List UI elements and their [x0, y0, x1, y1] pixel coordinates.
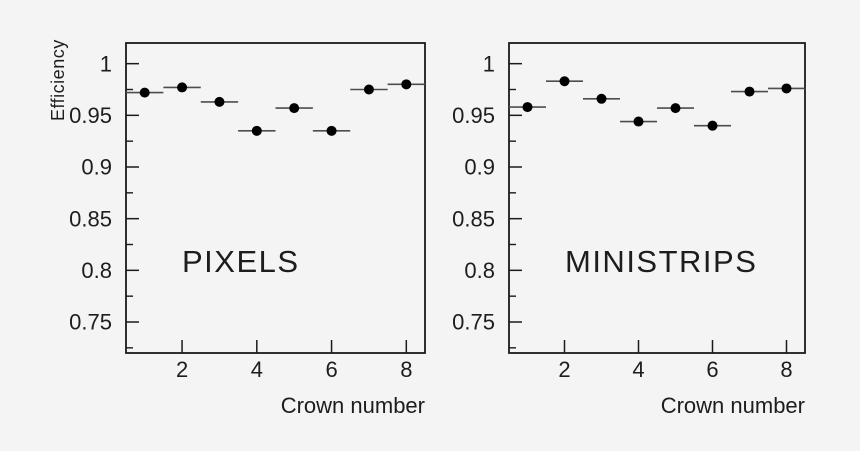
data-point	[289, 103, 300, 114]
x-axis-tick-label: 2	[176, 357, 188, 382]
x-axis-tick-label: 4	[632, 357, 644, 382]
y-axis-tick-label: 0.95	[69, 103, 112, 128]
data-point	[139, 87, 150, 98]
data-point	[744, 86, 755, 97]
y-axis-tick-label: 0.85	[452, 206, 495, 231]
data-point	[363, 84, 374, 95]
y-axis-tick-label: 0.8	[464, 258, 495, 283]
data-point	[596, 93, 607, 104]
x-axis-title: Crown number	[281, 393, 425, 418]
y-axis-tick-label: 0.8	[81, 258, 112, 283]
data-point	[401, 79, 412, 90]
x-axis-tick-label: 4	[251, 357, 263, 382]
y-axis-title: Efficiency	[48, 39, 68, 121]
y-axis-tick-label: 0.9	[81, 155, 112, 180]
y-axis-tick-label: 0.9	[464, 155, 495, 180]
plot-title-label: MINISTRIPS	[565, 244, 757, 279]
plot-pixels: 1 0.95 0.9 0.85 0.8 0.75 2 4 6 8 PIXELS Crown numbe…	[48, 39, 426, 418]
data-point	[670, 103, 681, 114]
y-axis-tick-label: 0.75	[452, 310, 495, 335]
x-axis-tick-label: 8	[400, 357, 412, 382]
data-point	[707, 120, 718, 131]
data-point	[214, 96, 225, 107]
x-axis-tick-label: 2	[558, 357, 570, 382]
data-point	[559, 76, 570, 87]
data-point	[251, 125, 262, 136]
y-axis-tick-label: 0.75	[69, 310, 112, 335]
plot-ministrips: 1 0.95 0.9 0.85 0.8 0.75 2 4 6 8 MINISTRIPS Crown n…	[452, 42, 806, 418]
y-axis-tick-label: 1	[483, 51, 495, 76]
plot-frame	[125, 42, 426, 354]
data-point	[177, 82, 188, 93]
x-axis-tick-label: 6	[325, 357, 337, 382]
data-point	[522, 102, 533, 113]
x-axis-tick-label: 6	[706, 357, 718, 382]
data-point	[326, 125, 337, 136]
plot-title-label: PIXELS	[182, 244, 300, 279]
plot-frame	[508, 42, 806, 354]
y-axis-tick-label: 0.95	[452, 103, 495, 128]
y-axis-tick-label: 1	[100, 51, 112, 76]
data-point	[633, 116, 644, 127]
y-axis-tick-label: 0.85	[69, 206, 112, 231]
data-point	[781, 83, 792, 94]
x-axis-title: Crown number	[661, 393, 805, 418]
x-axis-tick-label: 8	[780, 357, 792, 382]
